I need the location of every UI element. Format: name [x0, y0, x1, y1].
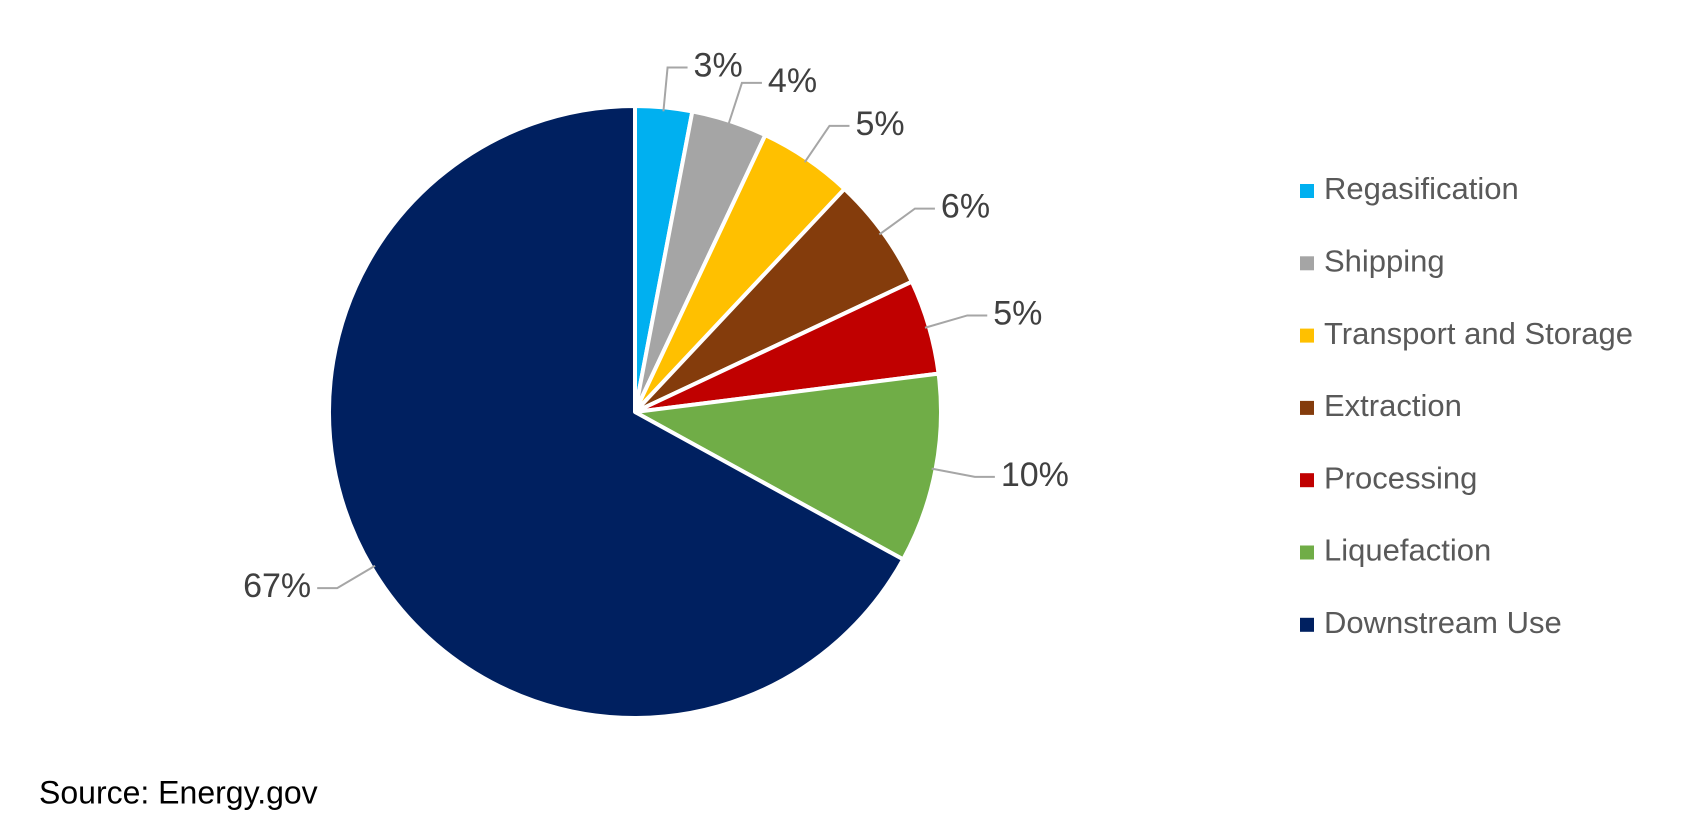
legend-label: Processing	[1324, 460, 1477, 495]
legend-swatch	[1300, 473, 1314, 488]
legend-swatch	[1300, 545, 1314, 560]
data-label: 3%	[694, 47, 743, 85]
legend-label: Shipping	[1324, 243, 1445, 278]
legend-swatch	[1300, 256, 1314, 271]
legend-swatch	[1300, 400, 1314, 415]
leader-line	[727, 81, 762, 126]
data-label: 5%	[855, 105, 904, 143]
leader-line	[803, 124, 850, 163]
leader-line	[924, 314, 988, 329]
legend-swatch	[1300, 617, 1314, 632]
leader-line	[317, 564, 376, 590]
data-label: 5%	[993, 294, 1042, 332]
legend-swatch	[1300, 328, 1314, 343]
leader-line	[878, 207, 935, 236]
legend-label: Transport and Storage	[1324, 316, 1633, 351]
data-label: 10%	[1001, 456, 1069, 494]
legend-swatch	[1300, 184, 1314, 198]
legend-label: Regasification	[1324, 171, 1519, 206]
legend-label: Liquefaction	[1324, 533, 1491, 568]
leader-line	[662, 66, 688, 112]
source-note: Source: Energy.gov	[39, 774, 318, 810]
data-label: 6%	[941, 188, 990, 226]
legend-label: Downstream Use	[1324, 605, 1562, 640]
legend-label: Extraction	[1324, 388, 1462, 423]
data-label: 4%	[768, 62, 817, 100]
leader-line	[931, 467, 995, 478]
data-label: 67%	[243, 567, 311, 605]
